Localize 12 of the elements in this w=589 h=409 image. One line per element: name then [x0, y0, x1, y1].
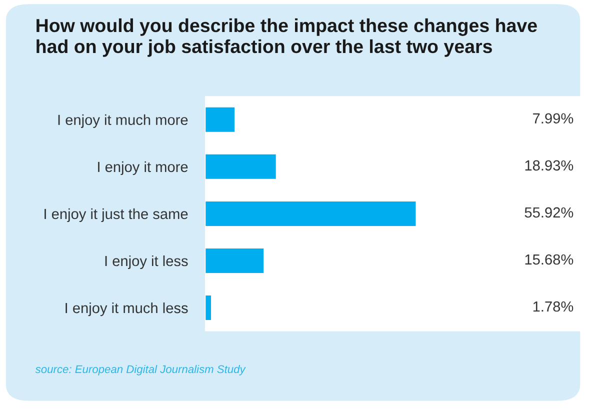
data-label: 55.92%	[524, 207, 574, 218]
y-tick-label: I enjoy it less	[105, 255, 188, 270]
chart-title: How would you describe the impact these changes have had on your job satisfaction over the last two years	[36, 18, 537, 57]
data-label: 18.93%	[525, 160, 574, 171]
y-tick-label: I enjoy it more	[98, 161, 188, 175]
data-label: 1.78%	[533, 301, 574, 312]
y-tick-label: I enjoy it much less	[66, 302, 188, 316]
y-tick-label: I enjoy it much more	[58, 114, 188, 128]
data-label: 15.68%	[525, 254, 574, 265]
y-tick-label: I enjoy it just the same	[44, 208, 188, 222]
source-note: source: European Digital Journalism Study	[35, 364, 246, 376]
data-label: 7.99%	[533, 113, 574, 124]
